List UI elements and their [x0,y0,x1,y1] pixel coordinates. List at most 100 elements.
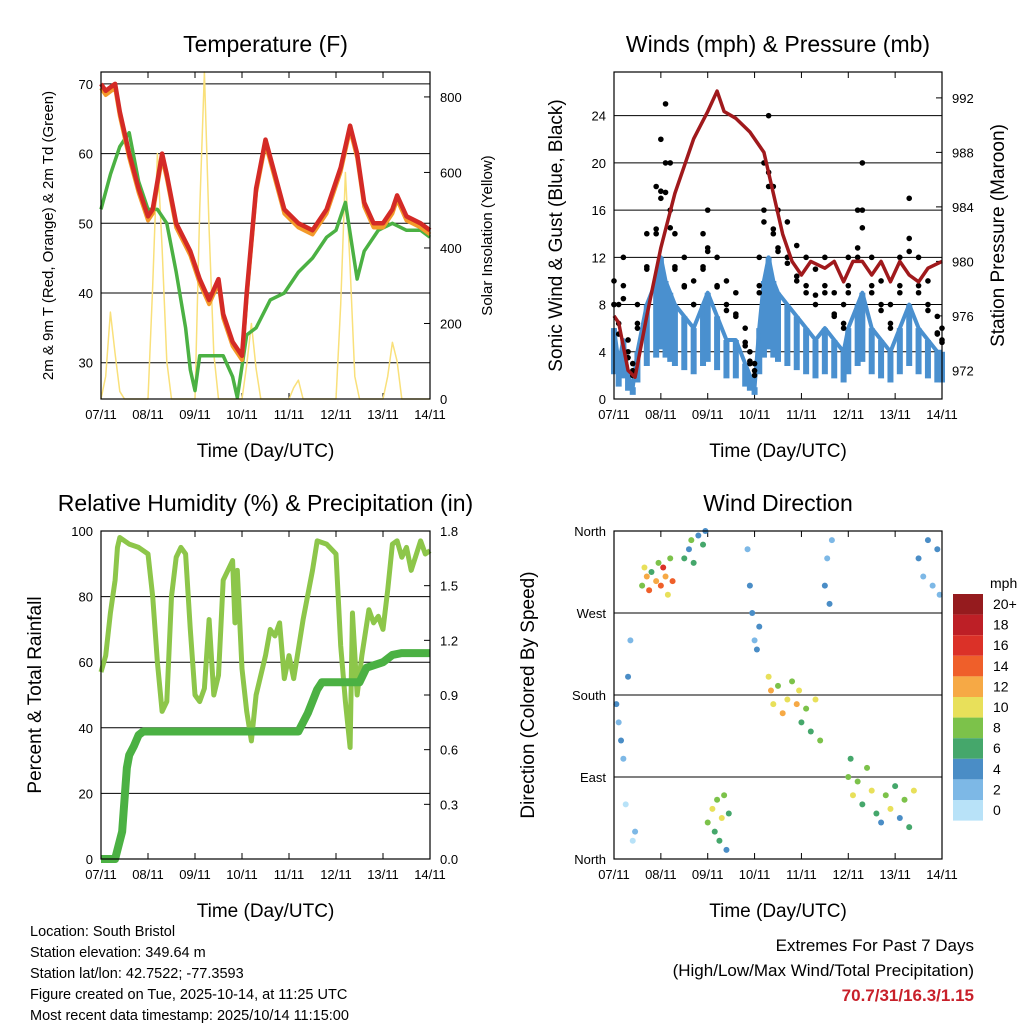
y-right-tick-label: 988 [952,145,974,160]
gust-point [653,230,659,237]
gust-point [667,225,674,231]
legend-swatch [953,676,983,697]
created-text: Figure created on Tue, 2025-10-14, at 11… [30,987,348,1003]
x-tick-label: 11/11 [786,867,817,882]
y-tick-label: 70 [79,77,93,92]
x-tick-label: 07/11 [85,867,117,882]
direction-point [854,778,861,785]
direction-point [936,591,943,598]
direction-point [767,687,774,694]
gust-point [868,254,875,261]
direction-point [660,564,667,571]
y-tick-label: 0 [86,852,93,867]
direction-point [725,810,732,817]
direction-point [714,796,721,803]
gust-point [756,289,763,296]
legend-label: 12 [993,678,1009,694]
direction-point [849,792,856,799]
direction-point [847,755,854,762]
gust-point [840,301,847,308]
gust-point [897,254,903,261]
x-tick-label: 09/11 [179,867,211,882]
gust-point [733,289,739,296]
elevation-text: Station elevation: 349.64 m [30,945,206,961]
direction-point [629,837,636,844]
gust-point [915,289,922,296]
legend-title: mph [990,575,1017,591]
gust-point [700,266,706,272]
plot-border [613,71,943,400]
panel-1: Winds (mph) & Pressure (mb) Time (Day/UTC… [546,31,1009,462]
gust-point [733,313,739,320]
direction-point [920,573,927,580]
gust-point [681,284,688,290]
gust-point [822,282,828,289]
gust-point [690,278,697,284]
gust-point [751,367,758,374]
chart-title: Temperature (F) [183,31,348,57]
legend-label: 8 [993,720,1001,736]
direction-point [641,564,648,571]
direction-point [828,537,835,544]
y-right-tick-label: 800 [440,90,462,105]
direction-point [613,701,620,708]
direction-point [667,555,674,562]
direction-point [934,546,941,553]
direction-point [868,787,875,794]
x-axis-label: Time (Day/UTC) [197,901,335,922]
direction-point [910,787,917,794]
direction-point [873,810,880,817]
direction-point [716,837,723,844]
recent-text: Most recent data timestamp: 2025/10/14 1… [30,1008,349,1024]
y-tick-label: 60 [79,147,93,162]
gust-point [812,292,819,298]
gust-point [662,101,669,107]
gust-point [761,207,767,213]
gust-point [840,325,847,331]
direction-point [627,637,634,644]
x-tick-label: 11/11 [786,407,817,422]
y-tick-label: North [574,852,606,867]
gust-point [854,254,861,261]
y-right-tick-label: 0 [440,392,447,407]
direction-point [864,764,871,771]
legend-label: 2 [993,781,1001,797]
gust-point [822,289,828,296]
gust-point [887,320,894,327]
x-tick-label: 10/11 [226,867,258,882]
gust-point [662,189,669,196]
y-right-tick-label: 200 [440,316,462,331]
y-axis-label: Sonic Wind & Gust (Blue, Black) [546,99,567,371]
temp-2m-line [99,81,432,359]
y-tick-label: 30 [79,356,93,371]
direction-point [711,828,718,835]
legend-label: 10 [993,699,1009,715]
direction-point [618,737,625,744]
y-right-tick-label: 0.9 [440,688,458,703]
gust-point [906,195,912,202]
direction-point [709,805,716,812]
gust-point [681,254,688,261]
x-tick-label: 13/11 [879,867,911,882]
x-tick-label: 10/11 [739,867,771,882]
direction-point [915,555,922,562]
direction-point [882,792,889,799]
direction-point [817,737,824,744]
direction-point [887,805,894,812]
legend-label: 0 [993,802,1001,818]
station-info: Location: South Bristol Station elevatio… [30,922,349,1027]
direction-point [653,578,660,585]
x-tick-label: 08/11 [132,867,164,882]
y-tick-label: 50 [79,216,93,231]
gust-point [658,136,664,143]
direction-point [685,546,692,553]
gust-point [742,325,748,331]
gust-point [770,230,777,237]
gust-point [915,282,922,289]
x-tick-label: 09/11 [179,407,211,422]
x-tick-label: 14/11 [414,407,446,422]
direction-point [662,573,669,580]
y-tick-label: 80 [79,590,93,605]
gust-point [672,230,678,237]
gust-point [831,313,838,320]
